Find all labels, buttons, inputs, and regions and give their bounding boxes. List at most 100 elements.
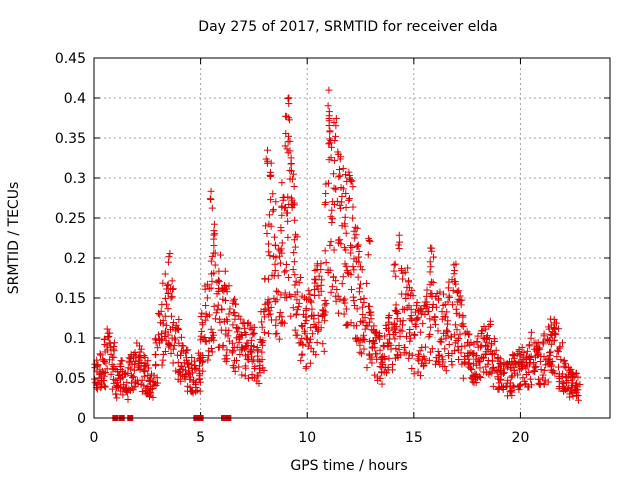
data-point [210, 220, 218, 228]
data-point [131, 360, 139, 368]
data-point [452, 305, 460, 313]
data-point [428, 247, 436, 255]
data-point [125, 385, 133, 393]
data-point [496, 375, 504, 383]
data-point [161, 333, 169, 341]
data-point [381, 332, 389, 340]
data-point [258, 348, 266, 356]
data-point [507, 387, 515, 395]
data-point [355, 248, 363, 256]
data-point [231, 312, 239, 320]
data-point [332, 185, 340, 193]
data-point [385, 318, 393, 326]
data-point [299, 341, 307, 349]
data-point [414, 368, 422, 376]
data-point [479, 354, 487, 362]
data-point [315, 272, 323, 280]
data-point [190, 357, 198, 365]
data-point [459, 323, 467, 331]
data-point [290, 236, 298, 244]
data-point [444, 317, 452, 325]
data-point [399, 321, 407, 329]
data-point [553, 353, 561, 361]
data-point [296, 273, 304, 281]
data-point [302, 364, 310, 372]
data-point [471, 375, 479, 383]
data-point [554, 363, 562, 371]
data-point [306, 359, 314, 367]
data-point [385, 354, 393, 362]
data-point [222, 351, 230, 359]
data-point [164, 281, 172, 289]
data-point [423, 286, 431, 294]
data-point [376, 374, 384, 382]
data-point [286, 175, 294, 183]
data-point [250, 329, 258, 337]
data-point [287, 201, 295, 209]
data-point [476, 364, 484, 372]
data-point [235, 363, 243, 371]
data-point [468, 365, 476, 373]
data-point [348, 244, 356, 252]
data-point [342, 305, 350, 313]
data-point [155, 331, 163, 339]
data-point [168, 312, 176, 320]
data-point [507, 365, 515, 373]
data-point [402, 295, 410, 303]
data-point [366, 308, 374, 316]
data-point [202, 301, 210, 309]
data-point [333, 197, 341, 205]
data-point [356, 341, 364, 349]
data-point [354, 242, 362, 250]
data-point [266, 252, 274, 260]
data-point [181, 349, 189, 357]
data-point [482, 325, 490, 333]
data-point [364, 322, 372, 330]
data-point [360, 294, 368, 302]
data-point [467, 339, 475, 347]
data-point [208, 252, 216, 260]
data-point [527, 334, 535, 342]
data-point [559, 339, 567, 347]
data-point [527, 381, 535, 389]
data-point [108, 353, 116, 361]
data-point [124, 364, 132, 372]
data-point [121, 369, 129, 377]
data-point [215, 277, 223, 285]
data-point [365, 302, 373, 310]
data-point [253, 377, 261, 385]
data-point [314, 327, 322, 335]
data-point [237, 315, 245, 323]
data-point [185, 359, 193, 367]
data-point [365, 235, 373, 243]
data-point [225, 310, 233, 318]
data-point [356, 263, 364, 271]
data-point [189, 369, 197, 377]
data-point [540, 353, 548, 361]
data-point [273, 296, 281, 304]
data-point [372, 329, 380, 337]
data-point [287, 293, 295, 301]
data-point [431, 320, 439, 328]
data-point [210, 242, 218, 250]
data-point [478, 327, 486, 335]
data-point [572, 379, 580, 387]
data-point [137, 345, 145, 353]
data-point [338, 280, 346, 288]
y-tick-label: 0.3 [64, 171, 86, 187]
data-point [413, 315, 421, 323]
y-tick-label: 0.35 [55, 131, 86, 147]
data-point [425, 356, 433, 364]
data-point [434, 347, 442, 355]
data-point [215, 267, 223, 275]
data-point [291, 271, 299, 279]
data-point [454, 355, 462, 363]
data-point [474, 343, 482, 351]
data-point [373, 350, 381, 358]
data-point [472, 361, 480, 369]
data-point [164, 289, 172, 297]
data-point [214, 301, 222, 309]
data-point [471, 370, 479, 378]
data-point [539, 338, 547, 346]
data-point [399, 305, 407, 313]
